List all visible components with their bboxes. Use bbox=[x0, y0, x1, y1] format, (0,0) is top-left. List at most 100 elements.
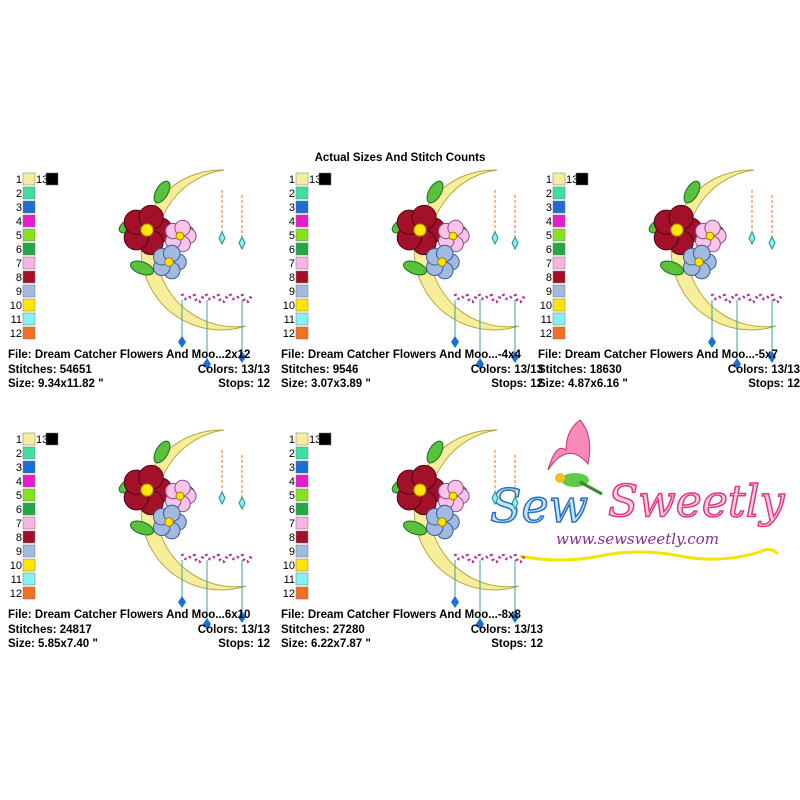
palette-number: 13 bbox=[36, 174, 48, 186]
palette-number: 7 bbox=[16, 258, 22, 270]
palette-number: 9 bbox=[546, 286, 552, 298]
gem bbox=[451, 596, 459, 608]
flower-center bbox=[175, 491, 185, 501]
stops: Stops: 12 bbox=[491, 378, 543, 390]
color-swatch bbox=[22, 242, 36, 256]
color-swatch bbox=[552, 214, 566, 228]
color-swatch bbox=[552, 172, 566, 186]
palette-number: 2 bbox=[16, 448, 22, 460]
palette-number: 10 bbox=[10, 560, 22, 572]
file-name: File: Dream Catcher Flowers And Moo...-8… bbox=[281, 609, 521, 621]
stitches: Stitches: 27280 bbox=[281, 624, 365, 636]
flower-center bbox=[413, 483, 427, 497]
palette-number: 12 bbox=[283, 588, 295, 600]
color-swatch bbox=[552, 242, 566, 256]
flower-center bbox=[140, 483, 154, 497]
palette-number: 11 bbox=[541, 314, 552, 326]
palette-number: 5 bbox=[289, 490, 295, 502]
color-swatch bbox=[295, 530, 309, 544]
color-swatch bbox=[22, 446, 36, 460]
palette-number: 7 bbox=[289, 258, 295, 270]
palette-number: 1 bbox=[289, 434, 295, 446]
string bbox=[501, 293, 515, 301]
palette-number: 1 bbox=[289, 174, 295, 186]
gem bbox=[218, 230, 226, 246]
leaf bbox=[660, 260, 684, 276]
gem bbox=[748, 230, 756, 246]
palette-number: 3 bbox=[546, 202, 552, 214]
color-swatch bbox=[295, 572, 309, 586]
bird-head bbox=[555, 473, 565, 483]
palette-number: 9 bbox=[289, 286, 295, 298]
logo-swirl bbox=[519, 547, 780, 562]
logo-sweetly: Sweetly bbox=[608, 477, 786, 528]
stitches: Stitches: 9546 bbox=[281, 364, 358, 376]
flower-center bbox=[413, 223, 427, 237]
flower-center bbox=[705, 231, 715, 241]
palette-number: 12 bbox=[10, 328, 22, 340]
color-swatch bbox=[295, 488, 309, 502]
palette-number: 4 bbox=[289, 216, 295, 228]
leaf bbox=[153, 180, 171, 204]
gem bbox=[178, 336, 186, 348]
palette-number: 5 bbox=[289, 230, 295, 242]
string bbox=[204, 293, 218, 301]
string bbox=[734, 293, 748, 301]
color-swatch bbox=[22, 544, 36, 558]
palette-number: 3 bbox=[289, 202, 295, 214]
file-name: File: Dream Catcher Flowers And Moo...-4… bbox=[281, 349, 521, 361]
file-name: File: Dream Catcher Flowers And Moo...2x… bbox=[8, 349, 250, 361]
gem bbox=[451, 336, 459, 348]
bird-tail bbox=[579, 480, 603, 496]
string bbox=[228, 293, 242, 301]
color-swatch bbox=[22, 572, 36, 586]
string bbox=[204, 553, 218, 561]
color-swatch bbox=[295, 326, 309, 340]
palette-number: 1 bbox=[16, 434, 22, 446]
flower-center bbox=[448, 491, 458, 501]
palette-number: 3 bbox=[16, 462, 22, 474]
color-swatch bbox=[295, 228, 309, 242]
palette-number: 10 bbox=[283, 300, 295, 312]
palette-number: 5 bbox=[16, 230, 22, 242]
colors: Colors: 13/13 bbox=[198, 364, 270, 376]
color-swatch bbox=[22, 298, 36, 312]
size: Size: 9.34x11.82 " bbox=[8, 378, 104, 390]
gem bbox=[178, 596, 186, 608]
color-swatch bbox=[552, 186, 566, 200]
color-swatch bbox=[295, 460, 309, 474]
leaf bbox=[130, 520, 154, 536]
color-swatch bbox=[295, 432, 309, 446]
color-swatch bbox=[22, 326, 36, 340]
leaf bbox=[153, 440, 171, 464]
color-swatch bbox=[22, 558, 36, 572]
gem bbox=[476, 358, 484, 370]
color-swatch bbox=[22, 460, 36, 474]
color-swatch bbox=[295, 172, 309, 186]
palette-number: 3 bbox=[289, 462, 295, 474]
palette-number: 3 bbox=[16, 202, 22, 214]
gem bbox=[511, 351, 519, 363]
color-swatch bbox=[318, 432, 332, 446]
color-swatch bbox=[22, 172, 36, 186]
gem bbox=[768, 351, 776, 363]
palette-number: 13 bbox=[36, 434, 48, 446]
leaf bbox=[403, 520, 427, 536]
gem bbox=[203, 618, 211, 630]
gem bbox=[511, 611, 519, 623]
file-name: File: Dream Catcher Flowers And Moo...6x… bbox=[8, 609, 250, 621]
bird bbox=[547, 419, 591, 471]
color-swatch bbox=[22, 200, 36, 214]
palette-number: 8 bbox=[289, 532, 295, 544]
flower-center bbox=[164, 257, 174, 267]
gem bbox=[238, 235, 246, 251]
string bbox=[180, 293, 194, 301]
palette-number: 4 bbox=[16, 476, 22, 488]
palette-number: 8 bbox=[289, 272, 295, 284]
palette-number: 2 bbox=[289, 448, 295, 460]
